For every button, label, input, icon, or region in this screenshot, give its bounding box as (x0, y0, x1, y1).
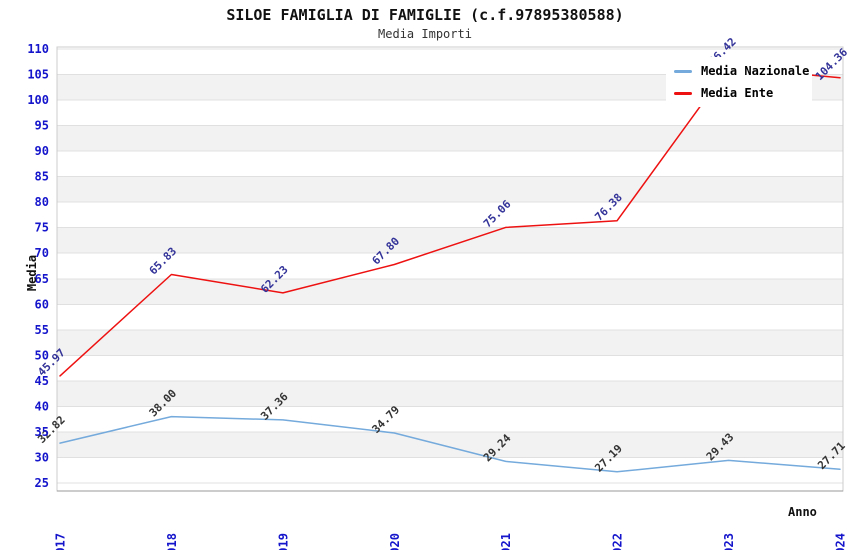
y-tick-label: 75 (35, 221, 49, 235)
legend: Media Nazionale Media Ente (666, 57, 812, 107)
y-tick-label: 110 (27, 42, 49, 56)
y-tick-label: 50 (35, 348, 49, 362)
legend-item-media-ente: Media Ente (674, 86, 806, 100)
chart-subtitle: Media Importi (378, 27, 472, 41)
y-tick-label: 85 (35, 170, 49, 184)
legend-swatch-line-icon (674, 69, 692, 73)
series-line-media-nazionale (59, 415, 841, 473)
plot-band (57, 329, 843, 356)
y-tick-label: 100 (27, 93, 49, 107)
x-tick-label: 2023 (722, 533, 736, 550)
legend-label: Media Ente (701, 86, 774, 100)
legend-swatch-line-icon (674, 91, 692, 95)
x-tick-label: 2018 (165, 533, 179, 550)
y-tick-label: 80 (35, 195, 49, 209)
y-tick-label: 60 (35, 297, 49, 311)
plot-band (57, 431, 843, 458)
x-axis-title: Anno (788, 505, 817, 519)
plot-band (57, 278, 843, 305)
data-label-media-nazionale: 34.79 (370, 403, 403, 436)
y-tick-label: 55 (35, 323, 49, 337)
y-tick-label: 30 (35, 451, 49, 465)
x-tick-label: 2020 (388, 533, 402, 550)
x-tick-label: 2019 (276, 533, 290, 550)
plot-band (57, 125, 843, 152)
plot-band (57, 380, 843, 407)
y-tick-label: 25 (35, 476, 49, 490)
plot-border (56, 46, 844, 492)
y-tick-label: 90 (35, 144, 49, 158)
y-tick-label: 45 (35, 374, 49, 388)
y-tick-label: 65 (35, 272, 49, 286)
y-tick-label: 70 (35, 246, 49, 260)
x-tick-label: 2017 (54, 533, 68, 550)
plot-band (57, 227, 843, 254)
x-tick-label: 2024 (834, 533, 848, 550)
y-tick-label: 105 (27, 68, 49, 82)
x-tick-label: 2022 (611, 533, 625, 550)
legend-item-media-nazionale: Media Nazionale (674, 64, 810, 78)
y-axis-title: Media (25, 254, 39, 292)
y-tick-label: 35 (35, 425, 49, 439)
chart-title: SILOE FAMIGLIA DI FAMIGLIE (c.f.97895380… (226, 6, 624, 24)
plot-band (57, 176, 843, 203)
legend-label: Media Nazionale (701, 64, 810, 78)
x-tick-label: 2021 (499, 533, 513, 550)
y-tick-label: 40 (35, 399, 49, 413)
y-tick-label: 95 (35, 119, 49, 133)
